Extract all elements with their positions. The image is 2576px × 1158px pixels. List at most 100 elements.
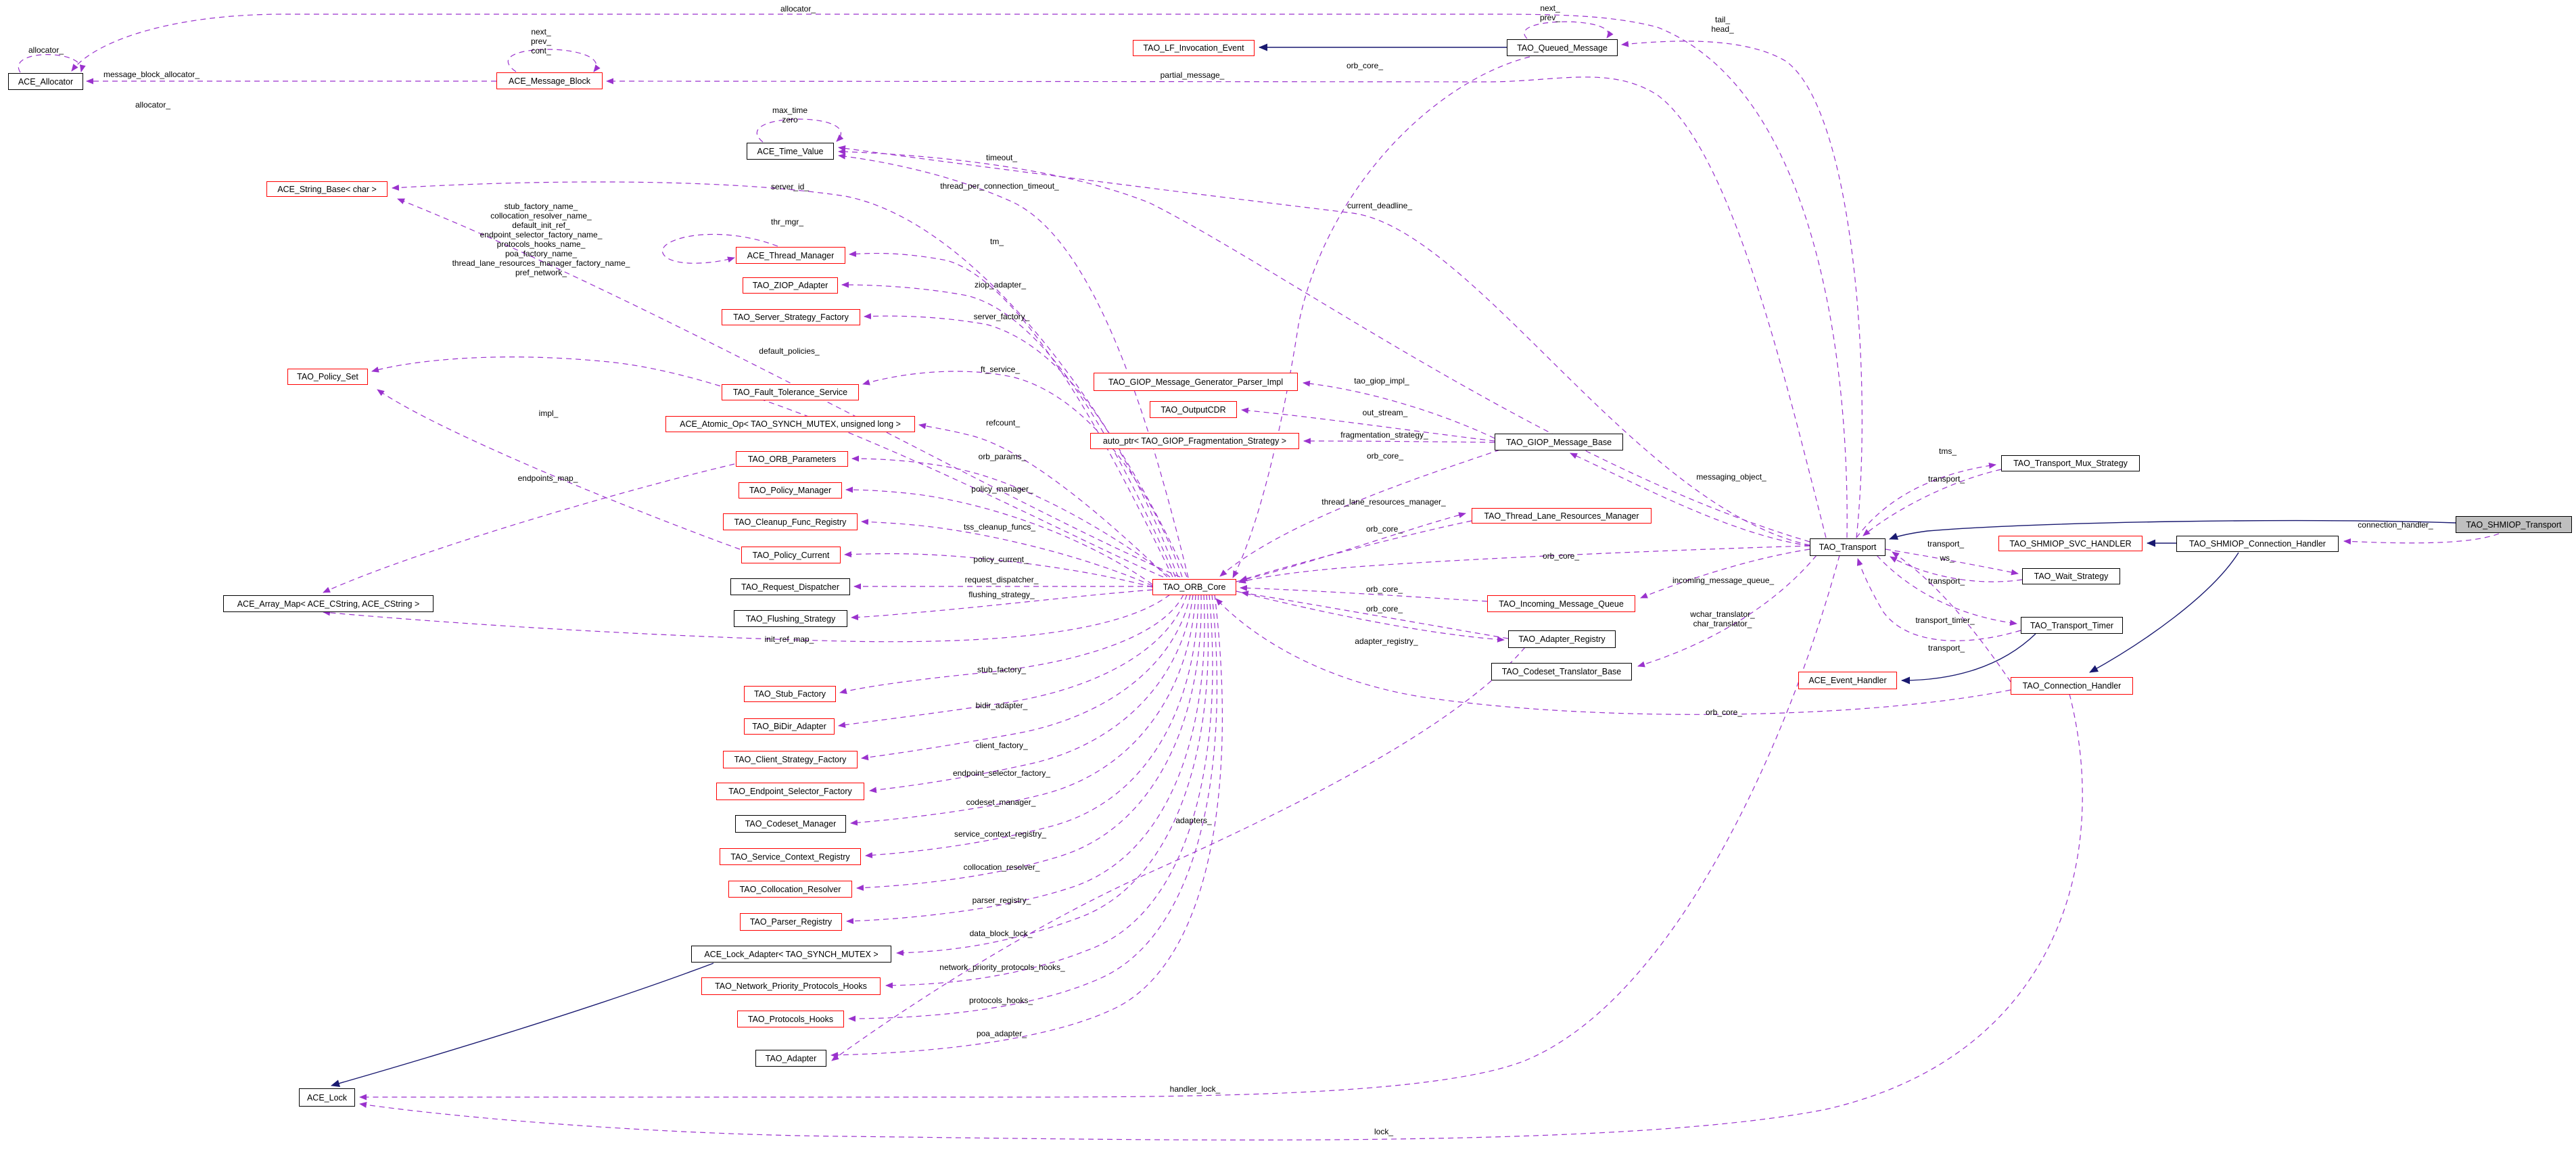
node-tao-stub-factory[interactable]: TAO_Stub_Factory <box>744 686 836 702</box>
edge-label: policy_manager_ <box>971 484 1033 494</box>
node-ace-array-map[interactable]: ACE_Array_Map< ACE_CString, ACE_CString … <box>223 595 434 612</box>
node-tao-transport-timer[interactable]: TAO_Transport_Timer <box>2021 617 2123 634</box>
node-auto-ptr-fragmentation[interactable]: auto_ptr< TAO_GIOP_Fragmentation_Strateg… <box>1090 433 1299 449</box>
node-tao-output-cdr[interactable]: TAO_OutputCDR <box>1150 401 1237 418</box>
node-tao-wait-strategy[interactable]: TAO_Wait_Strategy <box>2022 568 2120 584</box>
edge-endpoint-selector-factory <box>869 594 1194 793</box>
node-ace-string-base[interactable]: ACE_String_Base< char > <box>266 181 388 197</box>
node-tao-bidir-adapter[interactable]: TAO_BiDir_Adapter <box>744 718 835 735</box>
node-tao-network-priority-protocols-hooks[interactable]: TAO_Network_Priority_Protocols_Hooks <box>701 977 881 995</box>
node-tao-shmiop-svc-handler[interactable]: TAO_SHMIOP_SVC_HANDLER <box>1998 536 2142 551</box>
node-tao-service-context-registry[interactable]: TAO_Service_Context_Registry <box>720 848 861 865</box>
edge-label: transport_ <box>1928 643 1965 653</box>
edge-label: connection_handler_ <box>2358 520 2433 530</box>
node-tao-policy-set[interactable]: TAO_Policy_Set <box>287 369 368 385</box>
edge-label-line: orb_params_ <box>978 452 1027 461</box>
edge-label-line: parser_registry_ <box>972 896 1031 905</box>
node-tao-connection-handler[interactable]: TAO_Connection_Handler <box>2011 677 2133 695</box>
node-tao-transport-mux-strategy[interactable]: TAO_Transport_Mux_Strategy <box>2001 455 2140 471</box>
node-tao-queued-message[interactable]: TAO_Queued_Message <box>1507 39 1618 56</box>
edge-label: network_priority_protocols_hooks_ <box>939 963 1064 972</box>
edge-inh-timer-event <box>1901 633 2036 685</box>
node-tao-endpoint-selector-factory[interactable]: TAO_Endpoint_Selector_Factory <box>716 783 864 800</box>
edge-label-line: orb_core_ <box>1365 524 1403 534</box>
edge-label: orb_core_ <box>1706 708 1742 717</box>
edge-label: request_dispatcher_ <box>965 575 1039 584</box>
edge-label-line: protocols_hooks_ <box>968 996 1033 1005</box>
edge-label-line: thread_lane_resources_manager_factory_na… <box>452 258 630 268</box>
node-tao-protocols-hooks[interactable]: TAO_Protocols_Hooks <box>737 1011 844 1027</box>
edge-label-line: thr_mgr_ <box>770 217 804 227</box>
edge-label: timeout_ <box>986 153 1017 162</box>
edge-handler-lock <box>359 555 1840 1101</box>
node-tao-orb-parameters[interactable]: TAO_ORB_Parameters <box>736 451 848 467</box>
node-ace-event-handler[interactable]: ACE_Event_Handler <box>1798 672 1897 689</box>
node-tao-adapter[interactable]: TAO_Adapter <box>755 1050 826 1067</box>
node-tao-incoming-message-queue[interactable]: TAO_Incoming_Message_Queue <box>1487 595 1635 612</box>
node-ace-allocator[interactable]: ACE_Allocator <box>8 73 83 90</box>
node-tao-server-strategy-factory[interactable]: TAO_Server_Strategy_Factory <box>722 309 860 325</box>
node-tao-policy-manager[interactable]: TAO_Policy_Manager <box>739 482 842 499</box>
edge-label: orb_params_ <box>979 452 1027 461</box>
node-ace-atomic-op[interactable]: ACE_Atomic_Op< TAO_SYNCH_MUTEX, unsigned… <box>665 416 915 432</box>
node-tao-thread-lane-resources-manager[interactable]: TAO_Thread_Lane_Resources_Manager <box>1472 508 1652 524</box>
edge-label: out_stream_ <box>1363 408 1408 417</box>
edge-label-line: orb_core_ <box>1346 61 1384 70</box>
edge-label-line: default_policies_ <box>759 346 820 356</box>
node-ace-lock-adapter[interactable]: ACE_Lock_Adapter< TAO_SYNCH_MUTEX > <box>691 946 891 963</box>
node-tao-fault-tolerance-service[interactable]: TAO_Fault_Tolerance_Service <box>722 384 859 400</box>
node-tao-giop-message-base[interactable]: TAO_GIOP_Message_Base <box>1495 434 1623 450</box>
edge-label-line: bidir_adapter_ <box>975 701 1028 710</box>
edge-self-thread-manager <box>662 233 778 264</box>
edge-label: policy_current_ <box>973 555 1028 564</box>
node-tao-parser-registry[interactable]: TAO_Parser_Registry <box>740 913 842 931</box>
edge-label: refcount_ <box>986 418 1020 427</box>
node-tao-client-strategy-factory[interactable]: TAO_Client_Strategy_Factory <box>723 751 858 768</box>
node-tao-collocation-resolver[interactable]: TAO_Collocation_Resolver <box>728 881 852 898</box>
edge-label: parser_registry_ <box>973 896 1031 905</box>
edge-label-line: flushing_strategy_ <box>968 590 1035 599</box>
edge-label-line: connection_handler_ <box>2358 520 2433 530</box>
edge-label-line: endpoints_map_ <box>517 473 578 483</box>
node-tao-transport[interactable]: TAO_Transport <box>1810 538 1886 556</box>
node-tao-ziop-adapter[interactable]: TAO_ZIOP_Adapter <box>743 277 838 294</box>
edge-inh-lock-adapter <box>331 963 714 1087</box>
node-tao-cleanup-func-registry[interactable]: TAO_Cleanup_Func_Registry <box>723 513 858 530</box>
edge-incoming-message-queue <box>1640 549 1810 599</box>
node-tao-shmiop-transport[interactable]: TAO_SHMIOP_Transport <box>2456 516 2572 533</box>
edge-lock <box>359 693 2083 1140</box>
edge-label-line: zero <box>782 115 798 124</box>
node-tao-giop-parser-impl[interactable]: TAO_GIOP_Message_Generator_Parser_Impl <box>1094 373 1298 391</box>
node-tao-orb-core[interactable]: TAO_ORB_Core <box>1152 579 1236 595</box>
edge-codeset-manager <box>850 594 1196 826</box>
edge-flushing-strategy <box>851 589 1153 621</box>
edge-label: adapter_registry_ <box>1355 636 1418 646</box>
node-ace-lock[interactable]: ACE_Lock <box>299 1088 355 1107</box>
edge-label: tm_ <box>990 237 1004 246</box>
edge-policy-current <box>844 551 1153 588</box>
node-ace-thread-manager[interactable]: ACE_Thread_Manager <box>736 247 845 264</box>
edge-label-line: endpoint_selector_factory_ <box>952 768 1051 778</box>
edge-label: orb_core_ <box>1543 551 1579 561</box>
node-tao-policy-current[interactable]: TAO_Policy_Current <box>741 547 841 563</box>
node-ace-message-block[interactable]: ACE_Message_Block <box>496 72 603 89</box>
node-tao-codeset-manager[interactable]: TAO_Codeset_Manager <box>735 815 846 833</box>
edge-client-factory <box>861 594 1191 761</box>
node-tao-codeset-translator-base[interactable]: TAO_Codeset_Translator_Base <box>1491 663 1632 680</box>
edge-label-line: orb_core_ <box>1705 708 1743 717</box>
edge-label-line: wchar_translator_ <box>1690 609 1755 619</box>
edge-label-line: out_stream_ <box>1362 408 1408 417</box>
edge-label-line: char_translator_ <box>1693 619 1752 628</box>
node-ace-time-value[interactable]: ACE_Time_Value <box>747 143 834 160</box>
node-tao-shmiop-connection-handler[interactable]: TAO_SHMIOP_Connection_Handler <box>2176 536 2339 552</box>
node-tao-adapter-registry[interactable]: TAO_Adapter_Registry <box>1508 630 1616 648</box>
edge-collocation-resolver <box>856 594 1202 891</box>
edge-label: tao_giop_impl_ <box>1354 376 1409 386</box>
edge-label-line: transport_ <box>1927 576 1965 586</box>
edge-current-deadline <box>838 145 1810 546</box>
edge-label: current_deadline_ <box>1347 201 1412 210</box>
edge-label-line: next_ <box>531 27 551 37</box>
node-tao-lf-invocation-event[interactable]: TAO_LF_Invocation_Event <box>1133 40 1255 56</box>
node-tao-flushing-strategy[interactable]: TAO_Flushing_Strategy <box>734 610 847 627</box>
node-tao-request-dispatcher[interactable]: TAO_Request_Dispatcher <box>730 578 850 595</box>
